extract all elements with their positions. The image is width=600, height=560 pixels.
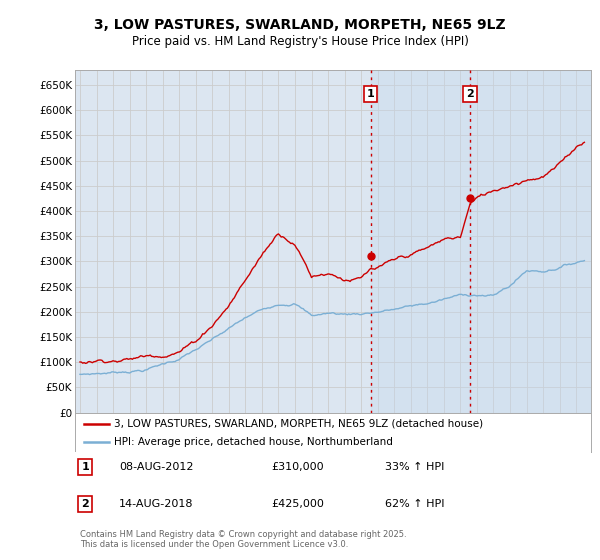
Text: 14-AUG-2018: 14-AUG-2018 bbox=[119, 498, 193, 508]
Bar bbox=[371, 70, 470, 413]
Text: 62% ↑ HPI: 62% ↑ HPI bbox=[385, 498, 444, 508]
Text: 08-AUG-2012: 08-AUG-2012 bbox=[119, 463, 193, 472]
Text: 3, LOW PASTURES, SWARLAND, MORPETH, NE65 9LZ: 3, LOW PASTURES, SWARLAND, MORPETH, NE65… bbox=[94, 18, 506, 32]
Text: 2: 2 bbox=[82, 498, 89, 508]
Text: £425,000: £425,000 bbox=[271, 498, 324, 508]
Text: 1: 1 bbox=[82, 463, 89, 472]
Text: HPI: Average price, detached house, Northumberland: HPI: Average price, detached house, Nort… bbox=[114, 437, 392, 447]
Text: 3, LOW PASTURES, SWARLAND, MORPETH, NE65 9LZ (detached house): 3, LOW PASTURES, SWARLAND, MORPETH, NE65… bbox=[114, 419, 483, 429]
Text: £310,000: £310,000 bbox=[271, 463, 324, 472]
Bar bbox=[470, 70, 591, 413]
Text: Contains HM Land Registry data © Crown copyright and database right 2025.
This d: Contains HM Land Registry data © Crown c… bbox=[80, 530, 407, 549]
Text: 2: 2 bbox=[466, 89, 474, 99]
Text: 1: 1 bbox=[367, 89, 374, 99]
Text: 33% ↑ HPI: 33% ↑ HPI bbox=[385, 463, 444, 472]
Text: Price paid vs. HM Land Registry's House Price Index (HPI): Price paid vs. HM Land Registry's House … bbox=[131, 35, 469, 49]
